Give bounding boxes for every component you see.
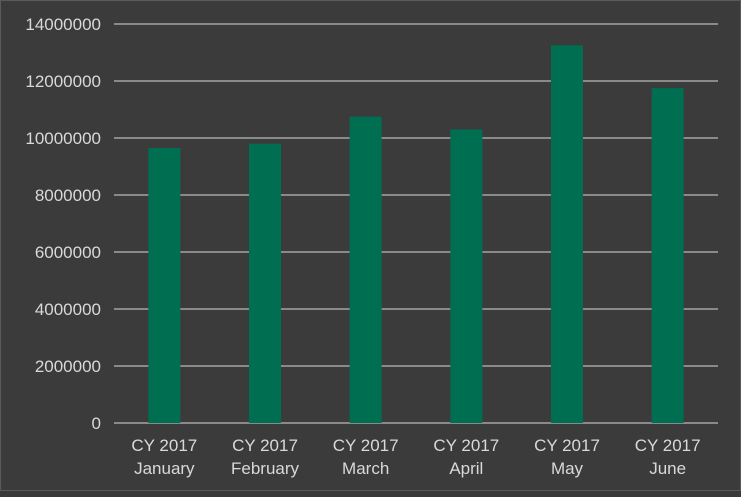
x-tick-label: CY 2017 xyxy=(232,436,298,455)
y-tick-label: 4000000 xyxy=(35,300,101,319)
bar-5 xyxy=(651,88,684,423)
bar-4 xyxy=(551,45,583,423)
x-axis-tick-labels: CY 2017 January CY 2017 February CY 2017 Marc… xyxy=(131,436,700,478)
x-tick-label: April xyxy=(449,459,483,478)
y-axis-tick-labels: 0 2000000 4000000 6000000 8000000 10000000 120… xyxy=(25,15,101,433)
bar-0 xyxy=(148,147,181,423)
x-tick-label: CY 2017 xyxy=(635,436,701,455)
x-tick-label: February xyxy=(231,459,300,478)
x-tick-label: March xyxy=(342,459,389,478)
x-tick-label: June xyxy=(649,459,686,478)
bar-3 xyxy=(450,129,483,423)
x-tick-label: CY 2017 xyxy=(131,436,197,455)
bar-1 xyxy=(249,143,281,423)
y-tick-label: 6000000 xyxy=(35,243,101,262)
y-tick-label: 2000000 xyxy=(35,357,101,376)
y-tick-label: 8000000 xyxy=(35,186,101,205)
gridlines xyxy=(114,23,718,424)
bar-2 xyxy=(349,116,382,423)
x-tick-label: January xyxy=(134,459,195,478)
y-tick-label: 12000000 xyxy=(25,72,101,91)
x-tick-label: CY 2017 xyxy=(433,436,499,455)
x-tick-label: CY 2017 xyxy=(534,436,600,455)
bars xyxy=(148,45,684,423)
y-tick-label: 10000000 xyxy=(25,129,101,148)
x-tick-label: CY 2017 xyxy=(333,436,399,455)
y-tick-label: 14000000 xyxy=(25,15,101,34)
y-tick-label: 0 xyxy=(92,414,101,433)
x-tick-label: May xyxy=(551,459,584,478)
